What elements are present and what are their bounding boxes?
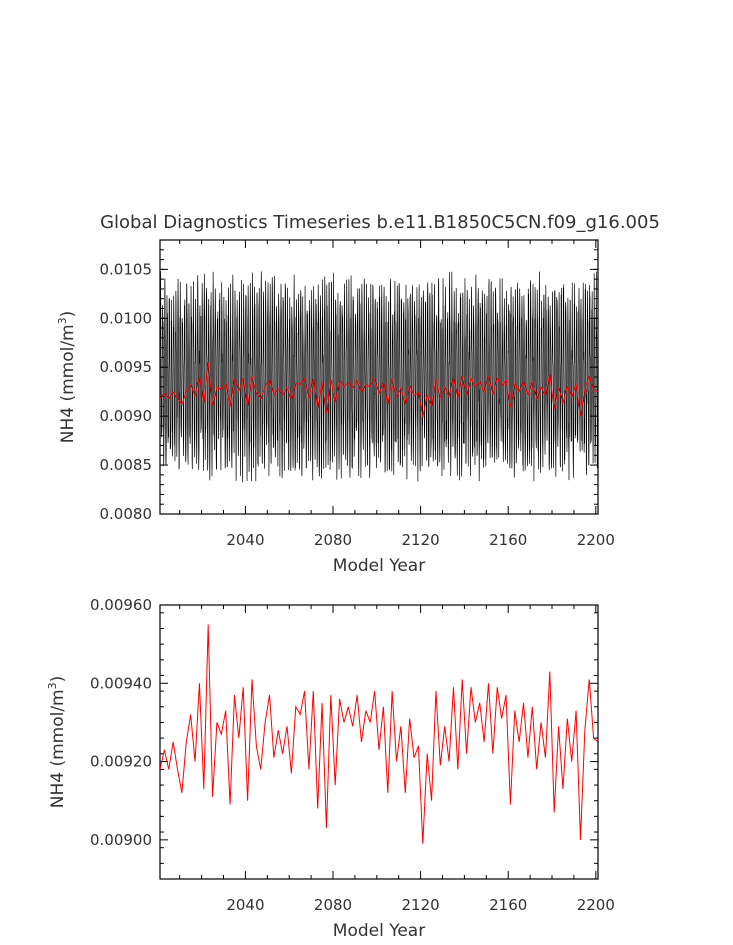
y-tick-label: 0.00920 xyxy=(90,753,152,771)
y-tick-label: 0.0090 xyxy=(100,407,153,425)
y-axis-label-close: ) xyxy=(58,311,78,318)
x-tick-label: 2120 xyxy=(402,531,440,549)
y-tick-label: 0.0100 xyxy=(100,309,153,327)
y-tick-label: 0.00940 xyxy=(90,674,152,692)
series-line-annual xyxy=(160,624,598,844)
x-axis-label: Model Year xyxy=(333,556,425,576)
x-tick-label: 2120 xyxy=(402,896,440,914)
y-tick-label: 0.00960 xyxy=(90,596,152,614)
x-tick-label: 2040 xyxy=(226,896,264,914)
chart-top: 2040 2080 2120 2160 2200 0.0080 0.0085 0.0090 0.… xyxy=(56,239,615,576)
figure-title: Global Diagnostics Timeseries b.e11.B185… xyxy=(100,212,660,233)
y-axis-label: NH4 (mmol/m3) xyxy=(46,676,68,809)
plot-frame xyxy=(159,604,599,880)
y-axis-label-close: ) xyxy=(48,676,68,683)
x-tick-label: 2200 xyxy=(577,896,615,914)
series-line-monthly xyxy=(160,271,598,483)
y-axis-label-base: NH4 (mmol/m xyxy=(58,324,78,443)
y-tick-label: 0.0095 xyxy=(100,358,153,376)
series-line-annual xyxy=(160,362,598,418)
y-tick-label: 0.0085 xyxy=(100,456,153,474)
y-tick-label: 0.0080 xyxy=(100,505,153,523)
y-tick-label: 0.00900 xyxy=(90,831,152,849)
x-tick-label: 2200 xyxy=(577,531,615,549)
y-axis-label-sup: 3 xyxy=(46,682,59,689)
x-axis-label: Model Year xyxy=(333,921,425,941)
y-axis-label-base: NH4 (mmol/m xyxy=(48,689,68,808)
x-tick-label: 2080 xyxy=(314,896,352,914)
y-tick-label: 0.0105 xyxy=(100,260,153,278)
y-axis-label-sup: 3 xyxy=(56,317,69,324)
chart-bottom: 2040 2080 2120 2160 2200 0.00900 0.00920 0.0094… xyxy=(46,596,615,941)
x-tick-label: 2080 xyxy=(314,531,352,549)
x-tick-label: 2160 xyxy=(489,531,527,549)
x-tick-label: 2040 xyxy=(226,531,264,549)
y-axis-label: NH4 (mmol/m3) xyxy=(56,311,78,444)
x-tick-label: 2160 xyxy=(489,896,527,914)
